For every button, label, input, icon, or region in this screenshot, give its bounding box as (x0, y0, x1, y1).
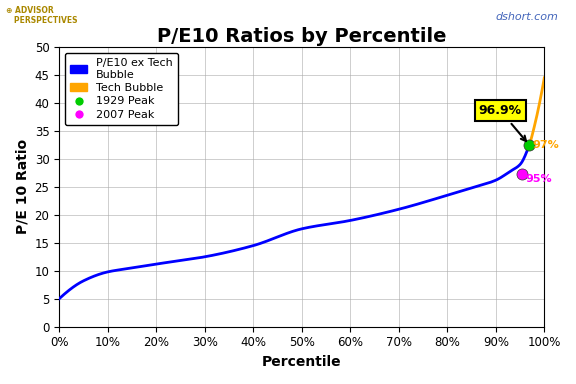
X-axis label: Percentile: Percentile (262, 355, 342, 369)
Legend: P/E10 ex Tech
Bubble, Tech Bubble, 1929 Peak, 2007 Peak: P/E10 ex Tech Bubble, Tech Bubble, 1929 … (65, 53, 178, 125)
Title: P/E10 Ratios by Percentile: P/E10 Ratios by Percentile (157, 26, 446, 46)
Text: 97%: 97% (532, 140, 559, 150)
Text: dshort.com: dshort.com (496, 12, 559, 22)
Text: ⊕ ADVISOR
   PERSPECTIVES: ⊕ ADVISOR PERSPECTIVES (6, 6, 77, 25)
Text: 96.9%: 96.9% (479, 104, 526, 141)
Y-axis label: P/E 10 Ratio: P/E 10 Ratio (15, 139, 29, 235)
Text: 95%: 95% (525, 174, 552, 184)
